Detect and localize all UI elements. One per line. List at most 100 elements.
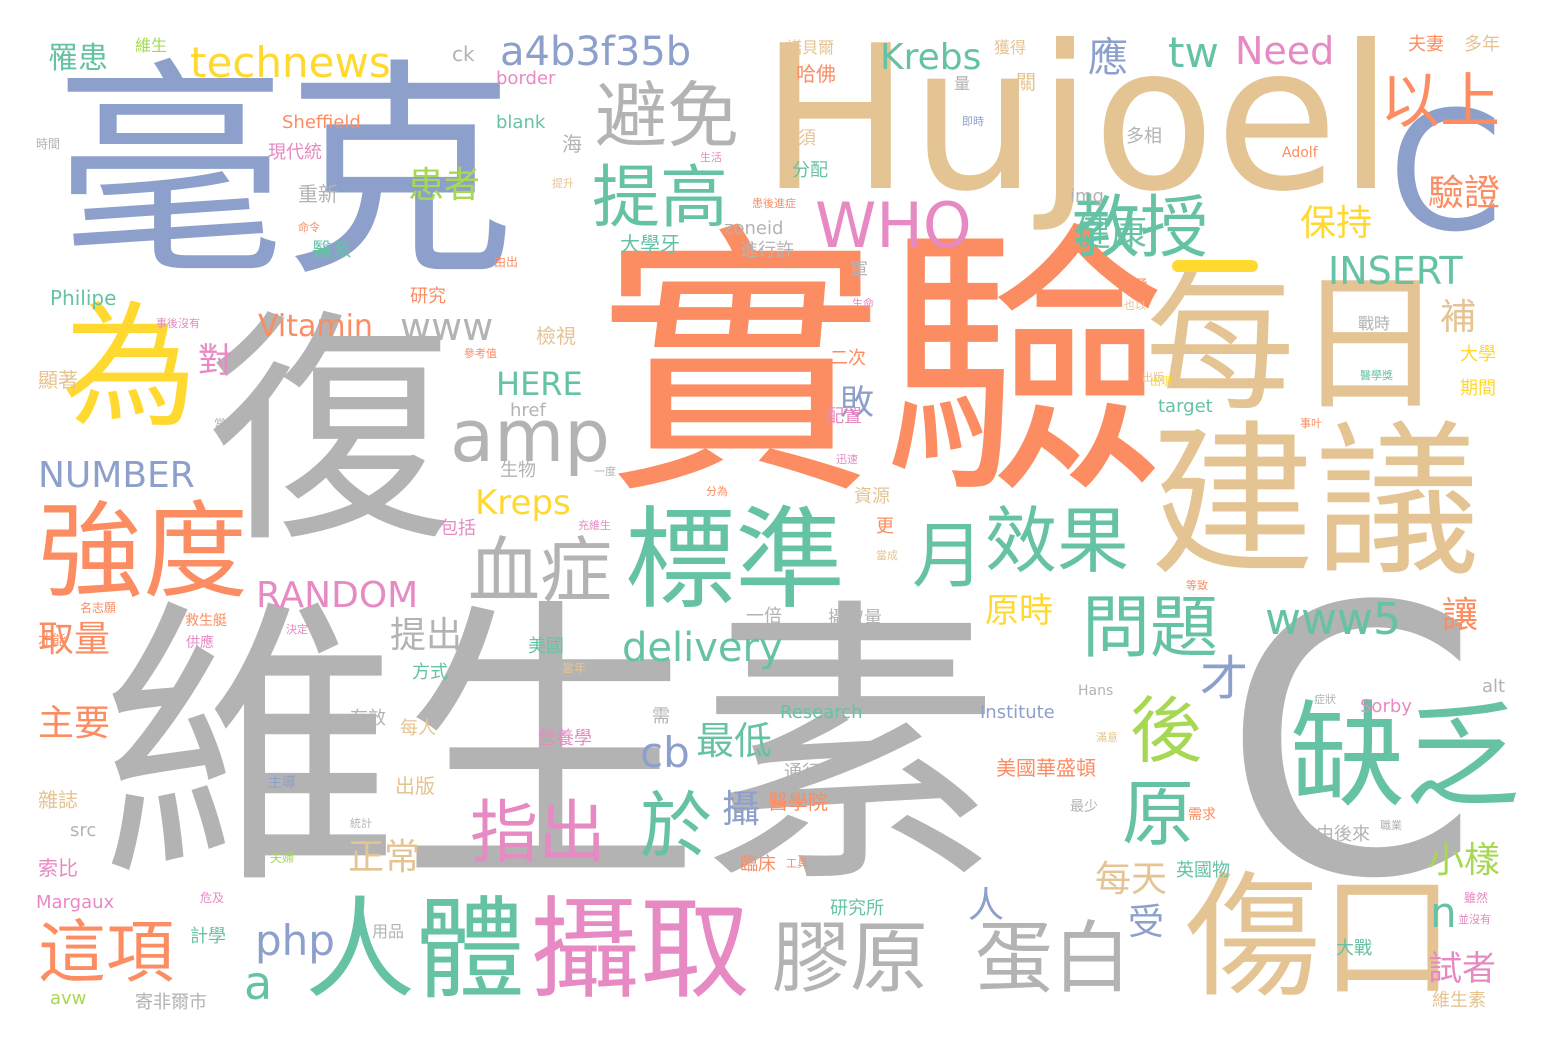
word-milligram: 毫克 xyxy=(55,41,516,308)
word-let: 讓 xyxy=(1442,595,1479,636)
word-recommend: 建議 xyxy=(1150,406,1480,598)
word-washington: 美國華盛頓 xyxy=(996,756,1096,780)
word-main: 主要 xyxy=(38,703,111,744)
word-usa: 美國 xyxy=(528,636,564,657)
word-tiny: 主導 xyxy=(268,775,296,791)
word-research-en: Research xyxy=(780,702,863,723)
word-tiny: 決定 xyxy=(286,623,308,636)
word-least: 最少 xyxy=(1070,799,1098,815)
word-here: HERE xyxy=(496,365,583,403)
word-double: 一倍 xyxy=(746,606,782,627)
word-config: 配置 xyxy=(826,406,862,427)
word-tiny: 症狀 xyxy=(1314,693,1336,706)
word-original-time: 原時 xyxy=(985,591,1053,631)
word-at: 於 xyxy=(640,784,713,868)
word-research: 研究 xyxy=(410,286,446,307)
word-ying: 應 xyxy=(1088,35,1128,81)
word-tiny: 出現 xyxy=(1150,375,1172,388)
word-daily: 每日 xyxy=(1145,258,1446,432)
word-significant: 顯著 xyxy=(38,368,78,392)
word-after: 後 xyxy=(1130,689,1203,773)
word-fu: 復 xyxy=(208,290,453,575)
word-raise: 提高 xyxy=(592,159,729,238)
word-receive: 受 xyxy=(1128,902,1165,943)
word-relation: 關 xyxy=(1016,70,1036,94)
word-supplement: 補 xyxy=(1440,297,1477,338)
word-institute: Institute xyxy=(980,702,1055,723)
word-a: a xyxy=(244,956,273,1010)
word-blank: blank xyxy=(496,112,546,133)
word-vitamin: Vitamin xyxy=(258,309,373,344)
word-many-years: 多年 xyxy=(1464,34,1500,55)
word-tiny: 迅速 xyxy=(836,453,858,466)
word-person: 人 xyxy=(968,885,1005,926)
word-href: href xyxy=(510,400,546,421)
word-intensity: 強度 xyxy=(38,491,249,613)
word-tiny: 出版 xyxy=(1142,371,1164,384)
word-who: WHO xyxy=(815,189,972,262)
word-tiny: 提升 xyxy=(552,177,574,190)
word-couple: 夫妻 xyxy=(1408,34,1444,55)
word-deficiency: 缺乏 xyxy=(1290,690,1521,824)
word-tiny: 等致 xyxy=(1186,579,1208,592)
divider-dash xyxy=(1172,260,1258,272)
word-tiny: 並沒有 xyxy=(1458,913,1491,926)
word-renew: 重新 xyxy=(298,182,338,206)
word-second: 二次 xyxy=(830,348,866,369)
word-qualification: 資極 xyxy=(1116,276,1149,295)
word-uk: 英國物 xyxy=(1176,860,1230,881)
word-intake-amount: 攝取量 xyxy=(828,608,882,629)
word-experiment: 實驗 xyxy=(598,201,1168,533)
word-insert: INSERT xyxy=(1328,249,1463,293)
word-sorby: Sorby xyxy=(1360,696,1412,717)
word-quantity: 量 xyxy=(954,74,971,93)
word-resource: 資源 xyxy=(854,486,890,507)
word-technews: technews xyxy=(190,38,391,87)
word-avoid: 避免 xyxy=(595,74,740,158)
word-modern-stats: 現代統 xyxy=(268,142,322,163)
word-tiny: 雖然 xyxy=(1464,891,1489,905)
word-random: RANDOM xyxy=(256,575,419,616)
word-ck: ck xyxy=(452,42,475,66)
word-sheffield: Sheffield xyxy=(282,112,361,133)
word-collagen: 膠原 xyxy=(772,914,929,1004)
word-kreps: Kreps xyxy=(475,483,571,523)
word-magazine: 雜誌 xyxy=(38,788,78,812)
word-supplies: 用品 xyxy=(372,922,405,941)
word-tiny: 醫學獎 xyxy=(1360,369,1393,382)
word-c-mid: C xyxy=(1388,76,1504,268)
word-time: 時間 xyxy=(36,137,61,151)
word-margaux: Margaux xyxy=(36,892,115,913)
word-sheffield-city: 寄非爾市 xyxy=(135,992,207,1013)
word-patient: 患者 xyxy=(408,165,481,206)
word-tiny: 夫婦 xyxy=(270,851,295,865)
word-tiny: 事叶 xyxy=(1300,417,1322,430)
word-yuan: 原 xyxy=(1122,772,1195,856)
word-standard: 標準 xyxy=(625,496,845,624)
word-above: 以上 xyxy=(1380,67,1500,137)
word-target: target xyxy=(1158,396,1213,417)
word-maintain: 保持 xyxy=(1300,203,1373,244)
word-tiny: 統計 xyxy=(350,817,372,830)
word-www: www xyxy=(400,305,494,349)
word-human-body: 人體 xyxy=(305,886,525,1014)
word-med-school: 醫學院 xyxy=(768,790,828,814)
word-tiny: 生活 xyxy=(700,151,722,164)
word-img: img xyxy=(1070,186,1104,207)
word-tiny: 救生艇 xyxy=(185,613,227,629)
word-multiphase: 多相 xyxy=(1126,126,1162,147)
word-need: Need xyxy=(1235,29,1335,73)
word-dui: 對 xyxy=(198,341,232,381)
word-wound: 傷口 xyxy=(1185,859,1455,1016)
word-tiny: 參考值 xyxy=(464,347,497,360)
word-tiny: 由出 xyxy=(494,255,519,269)
word-professor: 教授 xyxy=(1072,189,1209,268)
word-conduct: 進行許 xyxy=(740,240,794,261)
word-alt: alt xyxy=(1482,676,1506,697)
word-university: 大學 xyxy=(1460,344,1496,365)
word-amp: amp xyxy=(450,394,610,478)
word-tiny: 充維生 xyxy=(578,519,611,532)
word-more: 更 xyxy=(876,516,894,537)
word-tiny: 成為 xyxy=(1096,439,1118,452)
